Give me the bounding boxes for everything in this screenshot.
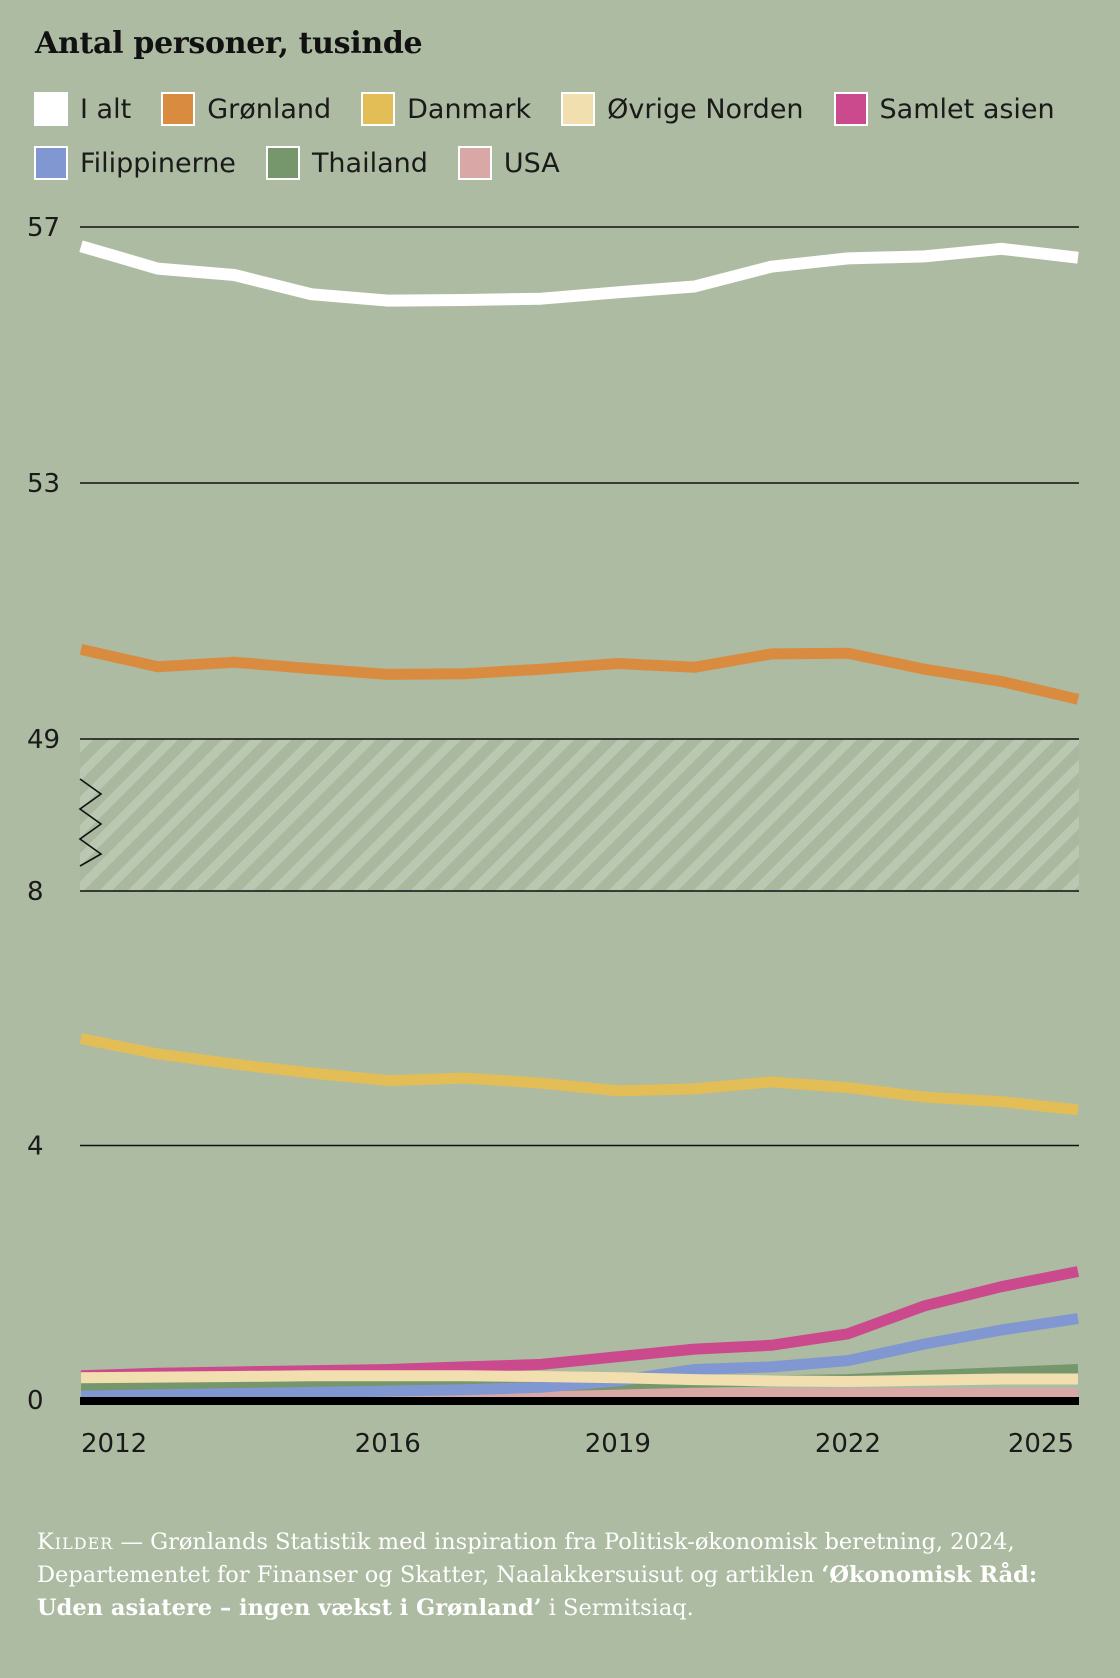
- legend-swatch: [161, 92, 196, 126]
- legend-swatch: [265, 146, 300, 180]
- source-article-title: ‘Økonomisk Råd: Uden asiatere – ingen væ…: [37, 1562, 1038, 1621]
- y-tick-label: 4: [27, 1132, 44, 1162]
- legend-swatch: [34, 92, 68, 126]
- x-tick-label: 2025: [1008, 1429, 1074, 1459]
- legend-label: Thailand: [311, 147, 428, 179]
- legend-item-thailand: Thailand: [265, 146, 428, 180]
- x-tick-label: 2016: [355, 1429, 421, 1459]
- legend-item-usa: USA: [457, 146, 560, 180]
- series-line: [79, 1033, 1079, 1116]
- source-kicker: Kilder: [37, 1529, 114, 1555]
- legend-row-2: Filippinerne Thailand USA: [34, 144, 1104, 182]
- axis-break-band: [80, 739, 1079, 891]
- series-line: [80, 1370, 1078, 1387]
- legend-swatch: [561, 92, 596, 126]
- grid: [80, 226, 1079, 1147]
- legend-label: I alt: [80, 93, 132, 125]
- x-axis-baseline: [80, 1397, 1079, 1405]
- y-tick-label: 0: [27, 1386, 44, 1416]
- legend-item-danmark: Danmark: [361, 92, 531, 126]
- legend-item-gronland: Grønland: [161, 92, 331, 126]
- legend-label: Øvrige Norden: [607, 93, 804, 125]
- x-tick-label: 2022: [815, 1429, 881, 1459]
- y-tick-label: 57: [27, 213, 60, 243]
- series-line: [80, 1313, 1079, 1402]
- legend-item-samlet-asien: Samlet asien: [833, 92, 1055, 126]
- y-tick-label: 49: [27, 725, 60, 755]
- legend-item-filippinerne: Filippinerne: [34, 146, 236, 180]
- line-chart: 57 53 49 8 4 0 2012 2016 2019 2022 2025: [27, 213, 1080, 1459]
- x-tick-label: 2019: [585, 1429, 651, 1459]
- legend-item-i-alt: I alt: [34, 92, 131, 126]
- source-text-end: i Sermitsiaq.: [541, 1595, 694, 1621]
- legend-swatch: [361, 92, 396, 126]
- series-line: [79, 644, 1080, 705]
- legend-label: Danmark: [407, 93, 532, 125]
- legend-label: Samlet asien: [879, 93, 1055, 125]
- series-lines: [79, 240, 1080, 1402]
- axis-break-zigzag-icon: [78, 778, 103, 867]
- legend-swatch: [457, 146, 492, 180]
- source-note: Kilder — Grønlands Statistik med inspira…: [37, 1526, 1087, 1625]
- x-axis-labels: 2012 2016 2019 2022 2025: [81, 1429, 1074, 1459]
- y-tick-label: 53: [27, 469, 60, 499]
- series-line: [80, 1266, 1080, 1382]
- legend-swatch: [833, 92, 868, 126]
- y-axis-labels: 57 53 49 8 4 0: [27, 213, 60, 1416]
- legend: I alt Grønland Danmark Øvrige Norden Sam…: [34, 90, 1104, 198]
- series-line: [79, 240, 1079, 307]
- legend-label: Filippinerne: [80, 147, 236, 179]
- chart-title: Antal personer, tusinde: [35, 26, 423, 61]
- legend-item-ovrige-norden: Øvrige Norden: [561, 92, 804, 126]
- x-tick-label: 2012: [81, 1429, 147, 1459]
- legend-label: Grønland: [207, 93, 332, 125]
- source-text: — Grønlands Statistik med inspiration fr…: [37, 1529, 1015, 1588]
- legend-label: USA: [503, 147, 560, 179]
- legend-row-1: I alt Grønland Danmark Øvrige Norden Sam…: [34, 90, 1104, 128]
- legend-swatch: [34, 146, 68, 180]
- y-tick-label: 8: [27, 877, 44, 907]
